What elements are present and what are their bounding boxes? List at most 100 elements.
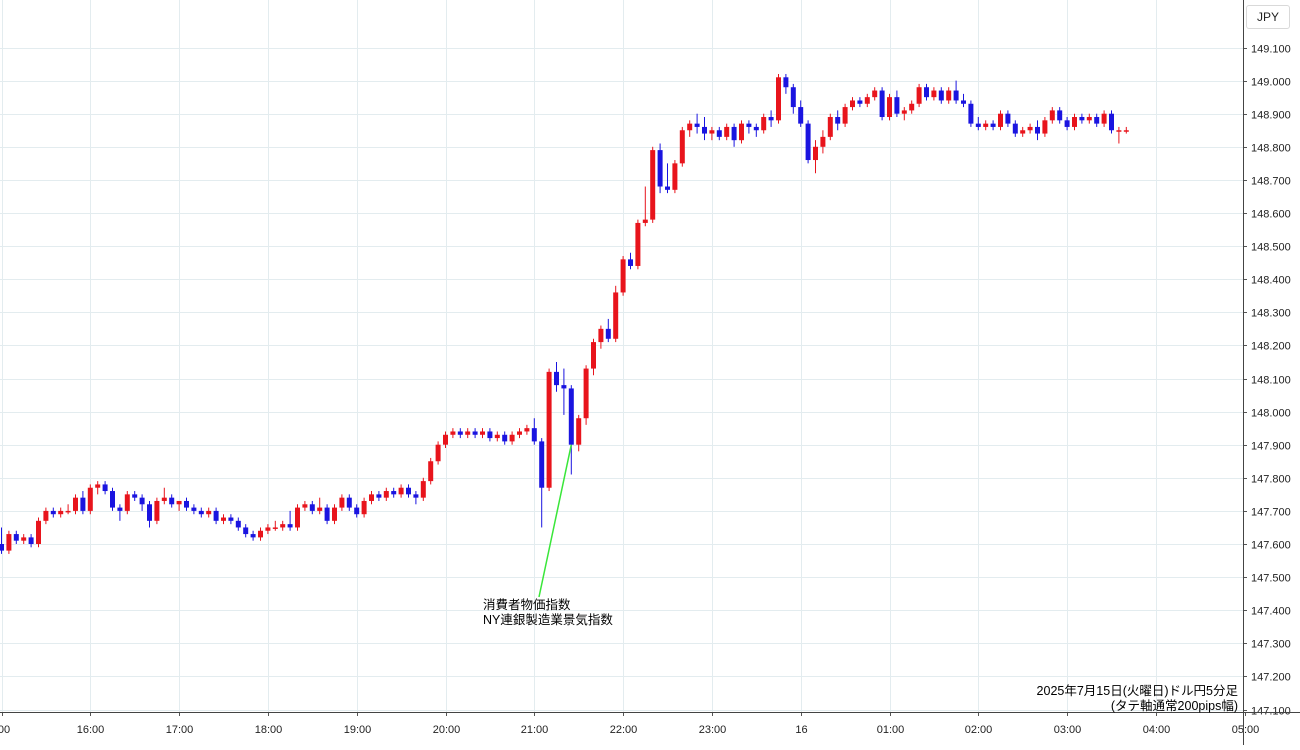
candle-body [509,434,515,442]
candle-body [672,163,678,190]
candle-body [768,117,774,121]
candle-body [28,537,34,544]
caption-line-1: 2025年7月15日(火曜日)ドル円5分足 [1036,684,1238,698]
candle-body [43,510,49,521]
candle [250,530,256,541]
y-tick-label: 149.100 [1251,44,1291,56]
candle [1072,113,1077,131]
candle-body [50,510,56,515]
candle [132,491,138,501]
candle-body [169,497,175,505]
candle [531,418,537,445]
candle-body [457,431,463,435]
candle-body [1042,120,1048,134]
candle [376,491,382,501]
candle-body [309,504,315,511]
x-tick-label: 22:00 [610,724,638,736]
candle [753,123,759,137]
candle-body [346,497,352,508]
candle [931,87,937,101]
candle [672,160,678,194]
y-tick-label: 147.500 [1251,573,1291,585]
candle [1109,110,1114,134]
candle-body [961,100,966,104]
candle [887,93,892,121]
candle [820,130,826,154]
candle [272,520,278,531]
candle [139,494,145,511]
candle [768,110,774,127]
candle-body [679,130,685,164]
candle [620,256,626,296]
candle-body [805,123,811,161]
candle-body [842,107,848,124]
candle [509,431,515,445]
candle-body [561,385,567,389]
candle [1101,110,1107,127]
candle [383,487,389,501]
candle-body [739,123,744,141]
candle-body [665,186,670,190]
x-tick-label: 02:00 [965,724,993,736]
candle [191,504,197,515]
candle [435,441,441,465]
candle-body [827,117,833,137]
candle-body [176,500,182,505]
candle [420,477,426,501]
caption-line-2: (タテ軸通常200pips幅) [1110,699,1238,713]
y-tick-label: 148.600 [1251,209,1291,221]
candle [1057,107,1063,124]
candle [731,123,737,147]
candle [295,504,300,531]
candle [309,500,315,515]
candle [746,120,752,134]
y-tick-label: 148.300 [1251,308,1291,320]
candle [827,113,833,141]
x-tick-label: 23:00 [699,724,727,736]
candle [221,514,226,525]
candle [457,428,463,439]
candle-body [213,510,219,521]
annotation-line [538,444,573,598]
candle-body [280,524,286,528]
candle [583,365,589,425]
annotation-line-1: 消費者物価指数 [483,598,571,612]
candle [909,100,915,114]
candle-body [539,441,545,488]
candle-body [487,431,493,439]
candle [184,497,189,511]
candle-body [790,87,796,108]
candle [702,117,707,141]
candle-body [850,100,855,108]
candle-body [746,123,752,127]
currency-label[interactable]: JPY [1246,5,1290,29]
candle [872,87,878,101]
candle [679,126,685,167]
candle-body [598,328,604,343]
candle [1005,110,1011,127]
candle-body [398,487,404,495]
y-tick-label: 147.800 [1251,474,1291,486]
candle-body [531,428,537,442]
candle-body [206,510,212,515]
candle [117,504,123,521]
candle-body [628,259,633,266]
candle [258,527,263,541]
x-tick-label: 18:00 [255,724,283,736]
candle [901,107,907,121]
candle [968,100,974,127]
candle-body [87,487,93,511]
candle [1012,120,1018,137]
candle-body [591,342,596,369]
x-tick-label: 01:00 [877,724,905,736]
candle-body [1064,120,1070,127]
candle [213,507,219,525]
candle [6,530,12,554]
candle-body [909,103,915,111]
candle [568,385,574,475]
y-tick-label: 147.600 [1251,540,1291,552]
candle-body [428,461,434,482]
candle-body [58,510,64,515]
candle-body [716,130,722,137]
